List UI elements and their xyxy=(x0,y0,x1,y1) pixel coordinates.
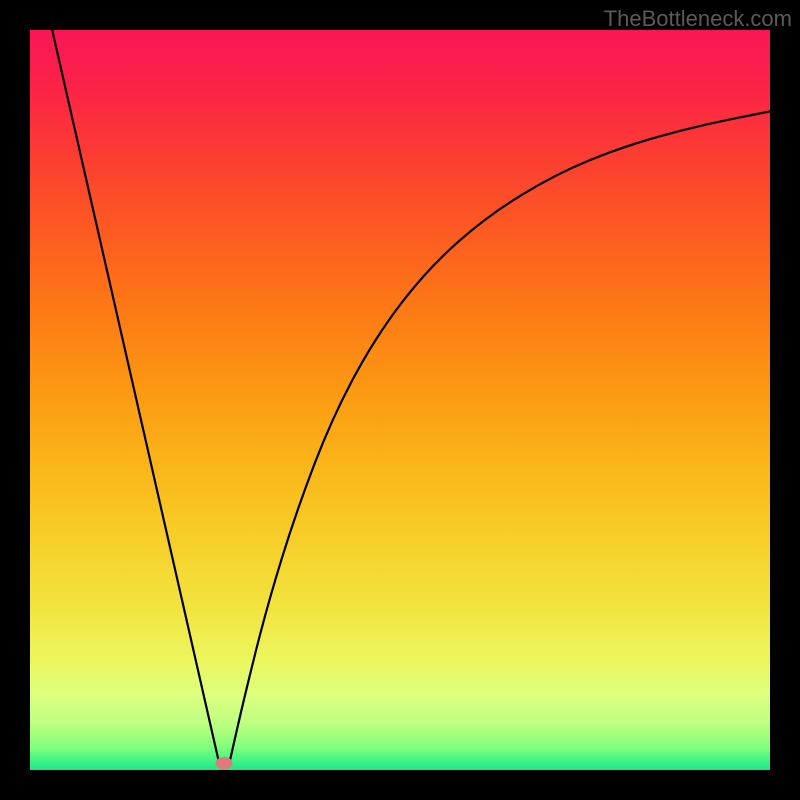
minimum-marker xyxy=(215,757,232,769)
curve-layer xyxy=(0,0,800,800)
chart-container: TheBottleneck.com xyxy=(0,0,800,800)
bottleneck-curve xyxy=(52,30,770,764)
